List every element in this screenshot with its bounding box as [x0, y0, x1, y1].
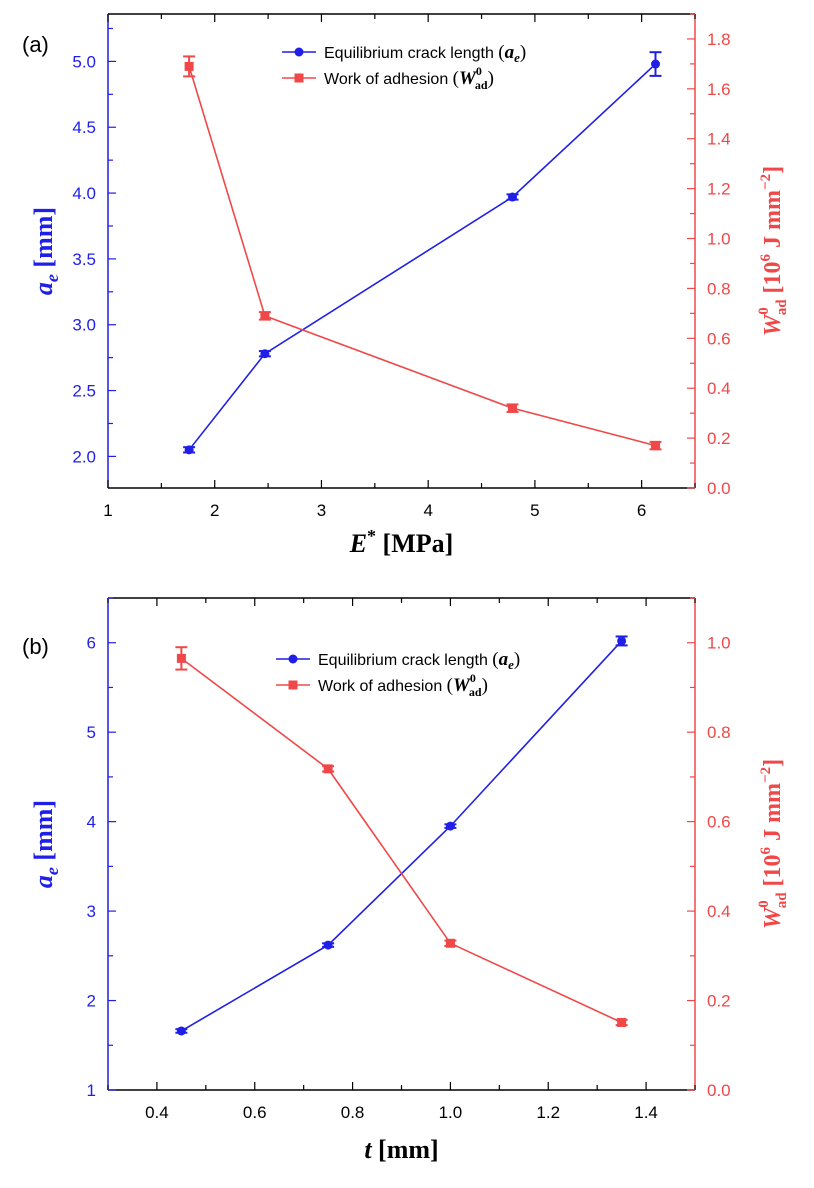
x-tick-label: 1	[103, 501, 112, 520]
x-tick-label: 6	[637, 501, 646, 520]
y2-tick-label: 1.8	[707, 30, 731, 49]
series-work-of-adhesion	[175, 646, 628, 1027]
chart-panel-a: (a) 1 2 3 4 5 6 2.0 2.5 3.0 3.5 4.0 4.5 5.0 0.0 0.2 0.4 0…	[22, 13, 790, 558]
panel-label: (b)	[22, 634, 49, 659]
y2-tick-label: 0.4	[707, 902, 731, 921]
data-point	[184, 445, 194, 455]
x-tick-label: 5	[530, 501, 539, 520]
data-point	[617, 1017, 627, 1027]
series-crack-length	[175, 635, 628, 1036]
data-point	[617, 636, 627, 646]
y-tick-label: 3.0	[72, 316, 96, 335]
y2-tick-label: 0.0	[707, 1081, 731, 1100]
x-tick-label: 1.4	[634, 1103, 658, 1122]
legend-entry: Equilibrium crack length (ae)	[324, 42, 526, 65]
y-tick-label: 4	[87, 813, 96, 832]
y2-tick-label: 0.4	[707, 379, 731, 398]
data-point	[184, 61, 194, 71]
y2-tick-label: 1.6	[707, 80, 731, 99]
data-point	[507, 192, 517, 202]
y-axis-title: ae [mm]	[29, 800, 62, 888]
y-tick-label: 1	[87, 1081, 96, 1100]
y2-tick-label: 0.6	[707, 329, 731, 348]
legend: Equilibrium crack length (ae)Work of adh…	[276, 649, 520, 699]
y-tick-label: 6	[87, 634, 96, 653]
x-tick-label: 2	[210, 501, 219, 520]
y-tick-label: 2	[87, 992, 96, 1011]
y2-axis-title: W0 ad [106 J mm−2]	[756, 759, 790, 929]
data-point	[176, 1026, 186, 1036]
y2-tick-label: 0.6	[707, 813, 731, 832]
x-tick-label: 0.8	[341, 1103, 365, 1122]
y2-axis-title: W0 ad [106 J mm−2]	[756, 166, 790, 336]
x-tick-label: 1.0	[439, 1103, 463, 1122]
y-tick-label: 5	[87, 723, 96, 742]
legend-swatch-marker	[288, 654, 298, 664]
data-point	[323, 764, 333, 774]
legend-swatch-marker	[294, 73, 304, 83]
series-crack-length	[183, 51, 662, 455]
x-tick-label: 0.4	[145, 1103, 169, 1122]
series-line	[180, 640, 623, 1032]
x-tick-label: 0.6	[243, 1103, 267, 1122]
series-line	[188, 63, 657, 451]
data-point	[651, 59, 661, 69]
x-tick-label: 1.2	[536, 1103, 560, 1122]
y-tick-label: 5.0	[72, 52, 96, 71]
data-point	[507, 403, 517, 413]
panel-label: (a)	[22, 32, 49, 57]
x-axis-title: t [mm]	[364, 1135, 438, 1164]
legend-entry: Work of adhesion (W0 ad)	[318, 671, 488, 699]
data-point	[651, 441, 661, 451]
data-point	[260, 349, 270, 359]
y-axis-title: ae [mm]	[29, 207, 62, 295]
y2-tick-label: 0.0	[707, 479, 731, 498]
y2-tick-label: 1.0	[707, 230, 731, 249]
x-tick-label: 4	[423, 501, 432, 520]
y-tick-label: 3.5	[72, 250, 96, 269]
series-work-of-adhesion	[183, 55, 662, 451]
y-tick-label: 2.0	[72, 447, 96, 466]
data-point	[323, 940, 333, 950]
legend-entry: Equilibrium crack length (ae)	[318, 649, 520, 672]
y2-tick-label: 0.8	[707, 279, 731, 298]
y2-tick-label: 1.2	[707, 180, 731, 199]
data-point	[445, 938, 455, 948]
legend-swatch-marker	[294, 47, 304, 57]
y2-tick-label: 0.8	[707, 723, 731, 742]
y-tick-label: 4.5	[72, 118, 96, 137]
series-line	[188, 66, 656, 447]
y2-tick-label: 1.0	[707, 634, 731, 653]
y-tick-label: 2.5	[72, 382, 96, 401]
chart-panel-b: (b) 0.4 0.6 0.8 1.0 1.2 1.4 1 2 3 4 5 6 0.0 0.2 0.4 0.6 0…	[22, 597, 790, 1164]
x-tick-label: 3	[317, 501, 326, 520]
data-point	[260, 311, 270, 321]
legend: Equilibrium crack length (ae)Work of adh…	[282, 42, 526, 92]
y-tick-label: 3	[87, 902, 96, 921]
y2-tick-label: 1.4	[707, 130, 731, 149]
y2-tick-label: 0.2	[707, 429, 731, 448]
legend-entry: Work of adhesion (W0 ad)	[324, 64, 494, 92]
y-tick-label: 4.0	[72, 184, 96, 203]
y2-tick-label: 0.2	[707, 992, 731, 1011]
data-point	[445, 821, 455, 831]
legend-swatch-marker	[288, 680, 298, 690]
x-axis-title: E* [MPa]	[349, 526, 454, 558]
data-point	[176, 653, 186, 663]
series-line	[180, 657, 622, 1024]
